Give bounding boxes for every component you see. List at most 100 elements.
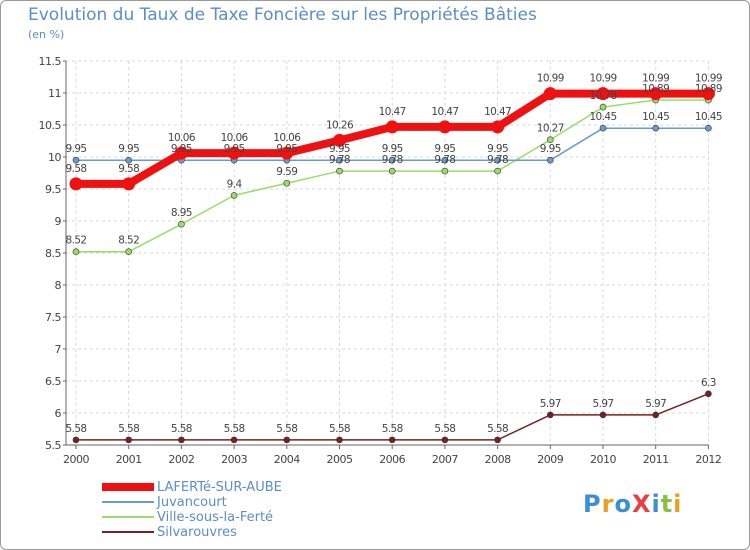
x-tick-label: 2007 <box>432 453 458 466</box>
y-tick-label: 8.5 <box>45 247 61 260</box>
data-label: 5.58 <box>171 423 192 435</box>
data-point <box>174 146 188 160</box>
data-point <box>388 156 396 164</box>
legend-swatch <box>102 531 154 533</box>
data-label: 10.99 <box>537 73 564 85</box>
data-point <box>652 124 660 132</box>
data-label: 5.58 <box>276 423 297 435</box>
data-point <box>599 124 607 132</box>
y-tick-label: 9.5 <box>45 183 61 196</box>
y-tick-label: 7.5 <box>45 311 61 324</box>
data-point <box>546 136 554 144</box>
logo-letter: t <box>660 490 674 518</box>
x-tick-label: 2000 <box>63 453 89 466</box>
legend-item: Juvancourt <box>102 495 227 510</box>
data-label: 9.78 <box>382 154 403 166</box>
data-point <box>652 411 660 419</box>
data-label: 9.58 <box>118 163 139 175</box>
data-point <box>491 120 505 134</box>
data-point <box>705 390 712 398</box>
data-label: 10.26 <box>326 119 354 131</box>
data-label: 8.52 <box>66 235 87 247</box>
data-label: 5.58 <box>118 423 139 435</box>
data-point <box>72 248 80 256</box>
data-label: 10.99 <box>642 73 669 85</box>
legend-swatch <box>102 501 154 503</box>
x-tick-label: 2012 <box>695 453 721 466</box>
data-label: 10.06 <box>273 132 301 144</box>
data-label: 10.06 <box>168 132 196 144</box>
legend-label: Ville-sous-la-Ferté <box>157 509 274 525</box>
x-tick-label: 2004 <box>274 453 300 466</box>
logo-letter: i <box>651 490 661 518</box>
data-label: 5.97 <box>645 398 666 410</box>
data-label: 9.95 <box>171 143 192 155</box>
data-point <box>178 220 185 228</box>
data-point <box>280 146 294 160</box>
data-label: 9.95 <box>434 143 455 155</box>
data-label: 10.45 <box>589 111 616 123</box>
data-point <box>336 167 343 175</box>
data-label: 5.58 <box>434 423 455 435</box>
data-point <box>333 133 346 147</box>
data-point <box>230 436 238 444</box>
data-label: 10.78 <box>589 90 616 102</box>
x-tick-label: 2001 <box>116 453 142 466</box>
data-label: 9.58 <box>66 163 87 175</box>
data-label: 9.95 <box>382 143 403 155</box>
data-label: 10.45 <box>642 111 669 123</box>
data-point <box>543 87 557 101</box>
data-label: 9.95 <box>66 143 87 155</box>
data-label: 9.78 <box>434 154 455 166</box>
data-point <box>546 156 554 164</box>
legend-item: Silvarouvres <box>102 525 237 540</box>
data-point <box>125 248 132 256</box>
y-tick-label: 6 <box>55 407 62 420</box>
data-point <box>72 156 80 164</box>
chart-subtitle: (en %) <box>28 28 65 41</box>
x-tick-label: 2010 <box>590 453 616 466</box>
data-point <box>69 177 83 191</box>
y-tick-label: 6.5 <box>45 375 61 388</box>
data-point <box>385 120 399 134</box>
data-label: 5.58 <box>382 423 403 435</box>
data-label: 9.78 <box>487 154 508 166</box>
data-point <box>705 124 712 132</box>
y-tick-label: 7 <box>55 343 62 356</box>
data-label: 6.3 <box>701 377 716 389</box>
data-point <box>649 87 663 101</box>
data-point <box>336 436 343 444</box>
data-label: 10.99 <box>695 73 722 85</box>
data-label: 10.89 <box>642 83 669 95</box>
data-point <box>388 436 396 444</box>
legend-item: Ville-sous-la-Ferté <box>102 509 274 525</box>
legend-item: LAFERTé-SUR-AUBE <box>102 480 282 495</box>
data-label: 5.58 <box>487 423 508 435</box>
chart-title: Evolution du Taux de Taxe Foncière sur l… <box>28 5 537 25</box>
data-label: 10.89 <box>695 83 722 95</box>
data-label: 8.52 <box>118 235 139 247</box>
data-label: 5.97 <box>593 398 614 410</box>
x-tick-label: 2008 <box>485 453 511 466</box>
x-tick-label: 2003 <box>221 453 247 466</box>
data-point <box>283 436 291 444</box>
data-label: 9.78 <box>329 154 350 166</box>
data-point <box>599 411 607 419</box>
data-point <box>701 87 715 101</box>
logo-letter: X <box>631 490 652 518</box>
data-label: 9.4 <box>227 178 243 190</box>
data-label: 9.95 <box>329 143 350 155</box>
logo-letter: r <box>601 490 615 518</box>
legend-swatch <box>102 483 154 491</box>
data-point <box>441 436 449 444</box>
y-tick-label: 11.5 <box>39 55 62 68</box>
y-tick-label: 11 <box>48 87 61 100</box>
x-tick-label: 2002 <box>168 453 194 466</box>
data-label: 5.58 <box>329 423 350 435</box>
data-point <box>336 156 343 164</box>
data-label: 9.95 <box>487 143 508 155</box>
data-label: 8.95 <box>171 207 192 219</box>
data-point <box>227 146 241 160</box>
data-point <box>72 436 80 444</box>
logo-letter: i <box>673 490 683 518</box>
